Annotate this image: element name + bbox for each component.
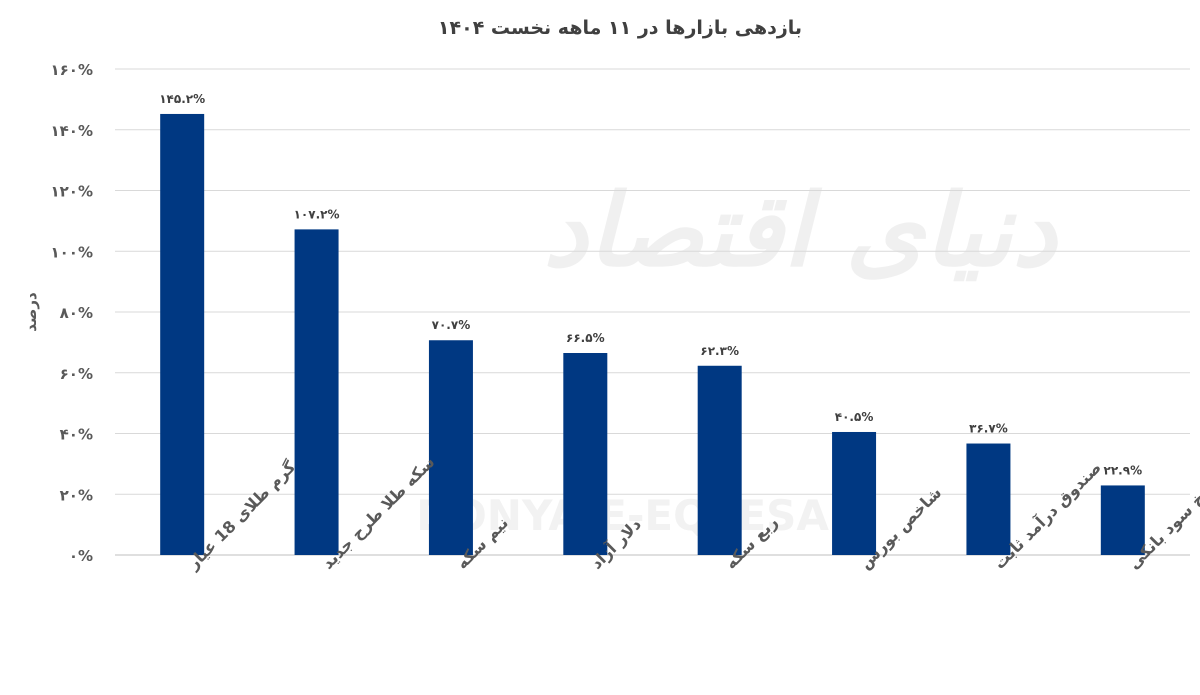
bar (294, 229, 339, 555)
bar (832, 431, 877, 555)
bar (1100, 485, 1145, 555)
y-axis-label: درصد (22, 292, 40, 332)
y-tick-label: ۲۰% (60, 486, 93, 504)
bar (966, 443, 1011, 555)
y-tick-label: ۰% (69, 547, 93, 565)
y-tick-label: ۸۰% (60, 304, 93, 322)
bar (697, 365, 742, 555)
y-tick-label: ۱۶۰% (51, 61, 94, 79)
watermark-fa: دنیای اقتصاد (543, 172, 1059, 289)
data-label: ۲۲.۹% (1104, 463, 1143, 477)
data-label: ۱۰۷.۲% (294, 207, 340, 221)
y-tick-label: ۱۲۰% (51, 183, 94, 201)
y-tick-label: ۱۰۰% (51, 243, 94, 261)
data-label: ۷۰.۷% (432, 318, 471, 332)
data-label: ۴۰.۵% (835, 410, 874, 424)
data-label: ۱۴۵.۲% (159, 92, 205, 106)
chart-title: بازدهی بازارها در ۱۱ ماهه نخست ۱۴۰۴ (438, 17, 802, 39)
bar (160, 113, 205, 555)
y-tick-label: ۴۰% (60, 426, 93, 444)
bar (428, 340, 473, 555)
y-tick-label: ۱۴۰% (51, 122, 94, 140)
watermark-en: DONYA-E-EQTESAD (416, 491, 864, 540)
data-label: ۳۶.۷% (969, 422, 1008, 436)
data-label: ۶۶.۵% (566, 331, 605, 345)
data-label: ۶۲.۳% (700, 344, 739, 358)
bar (563, 353, 608, 555)
y-tick-label: ۶۰% (60, 365, 93, 383)
